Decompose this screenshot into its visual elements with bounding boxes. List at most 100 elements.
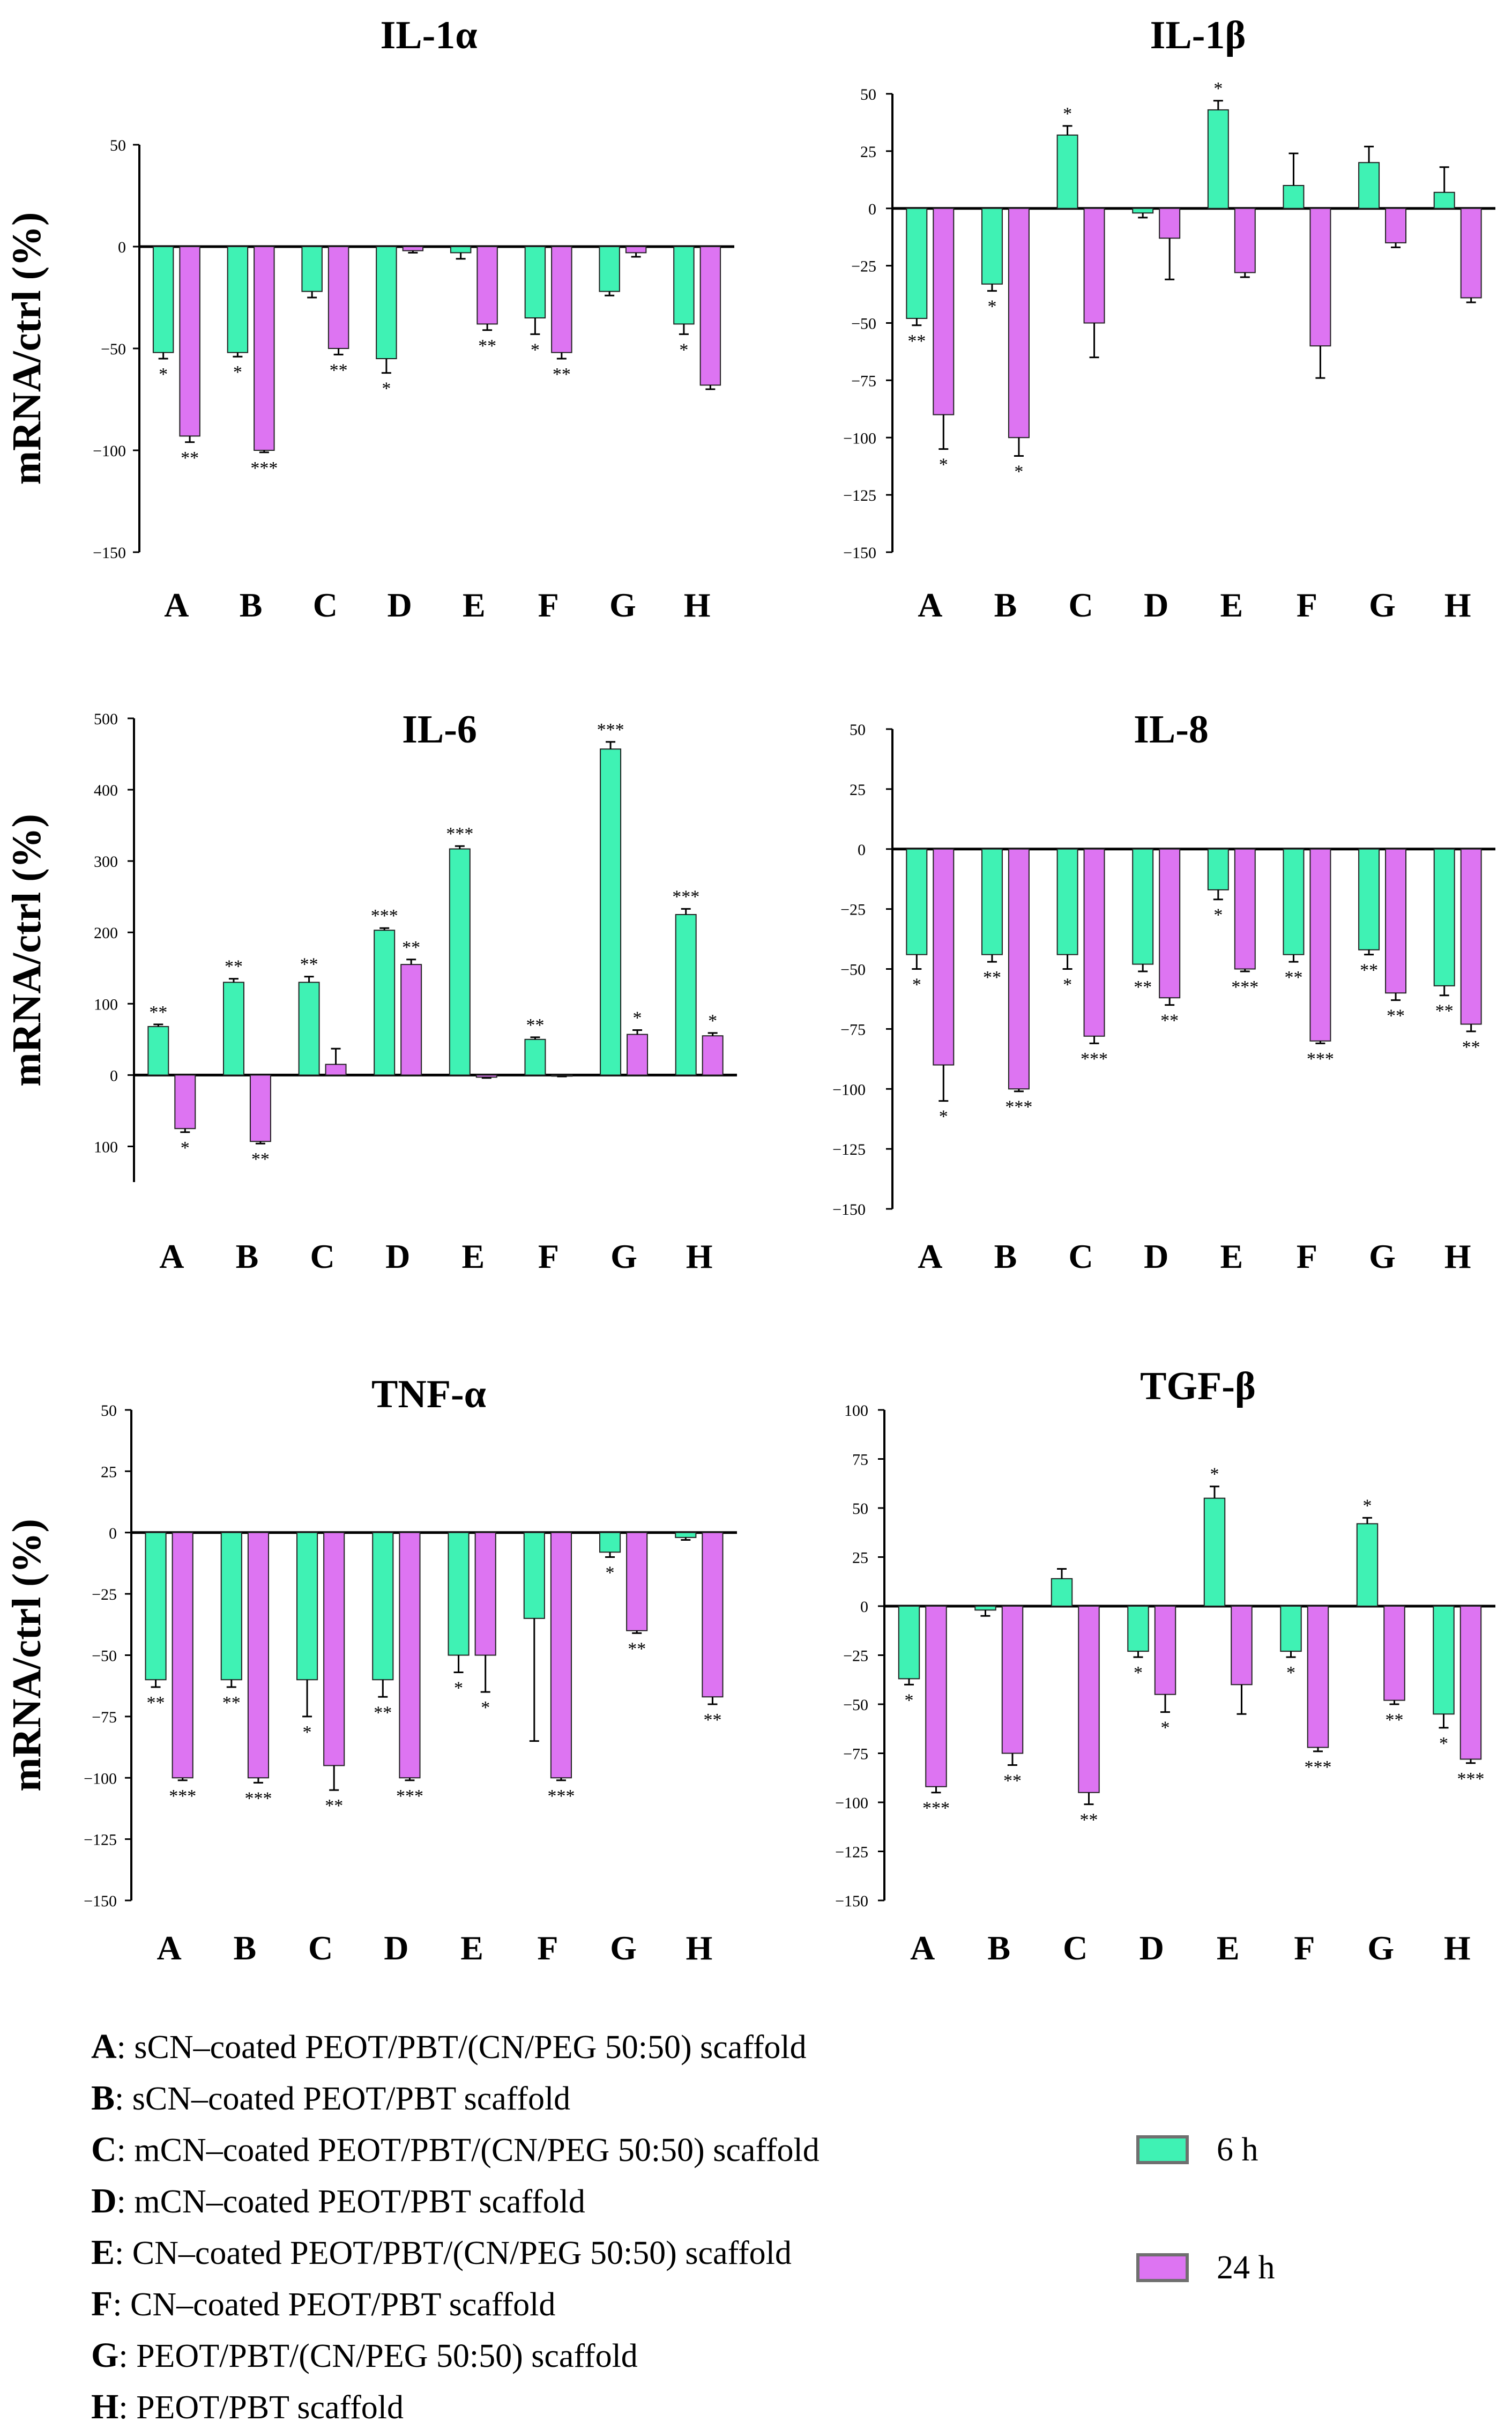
significance-marker: * (382, 379, 391, 399)
bar-6h (1207, 848, 1229, 890)
significance-marker: * (708, 1011, 717, 1031)
bar-24h (402, 246, 424, 251)
significance-marker: * (233, 362, 242, 382)
chart-panel-5: TNF-α mRNA/ctrl (%) 50 25 0 −25 −50 −75 −100 −125… (4, 1372, 737, 1967)
bar-24h (172, 1532, 193, 1779)
significance-marker: *** (1231, 977, 1258, 997)
bar-6h (376, 246, 397, 359)
bar-24h (1309, 207, 1331, 347)
significance-marker: *** (1081, 1049, 1108, 1069)
y-tick-label: −50 (840, 961, 866, 979)
bar-24h (1008, 848, 1030, 1090)
y-tick-label: −25 (843, 1647, 868, 1665)
y-tick-label: 500 (94, 710, 118, 728)
bar-24h (1460, 848, 1482, 1025)
y-tick-label: −100 (843, 429, 876, 447)
legend-key: G (91, 2336, 119, 2375)
bar-6h (1283, 848, 1305, 955)
y-tick-label: 0 (858, 841, 866, 859)
chart-panel-4: IL-850250−25−50−75−100−125−150A**B*****C… (832, 708, 1495, 1275)
y-tick-label: −100 (835, 1794, 868, 1812)
legend-key: A (91, 2027, 117, 2066)
significance-marker: ** (222, 1693, 241, 1713)
x-category-label: D (1144, 1237, 1168, 1275)
bar-24h (1234, 207, 1256, 273)
swatch-6h (1136, 2135, 1189, 2164)
bar-24h (174, 1074, 196, 1130)
x-category-label: F (1297, 586, 1317, 624)
bar-6h (524, 1038, 546, 1076)
significance-marker: * (181, 1138, 190, 1158)
bar-6h (673, 246, 695, 325)
x-category-label: E (461, 1237, 485, 1275)
bar-6h (898, 1606, 920, 1680)
chart-title: IL-1β (1150, 13, 1246, 57)
legend-key: F (91, 2284, 113, 2323)
bar-6h (675, 1532, 697, 1538)
bar-24h (1231, 1606, 1253, 1685)
significance-marker: ** (1360, 961, 1378, 981)
significance-marker: *** (597, 720, 624, 740)
x-category-label: A (159, 1237, 184, 1275)
legend-text: : mCN–coated PEOT/PBT scaffold (116, 2184, 585, 2220)
bar-6h (298, 982, 320, 1076)
bar-6h (1132, 848, 1154, 965)
chart-title: TGF-β (1140, 1364, 1256, 1408)
y-tick-label: −100 (93, 442, 126, 460)
y-tick-label: −125 (832, 1141, 866, 1158)
x-category-label: C (310, 1237, 334, 1275)
significance-marker: ** (1462, 1037, 1480, 1057)
bar-6h (1132, 207, 1154, 214)
x-category-label: A (164, 586, 189, 624)
x-category-label: F (538, 1237, 559, 1275)
bar-6h (1056, 134, 1078, 209)
bar-24h (475, 1074, 497, 1078)
bar-24h (627, 1034, 649, 1076)
chart-title: IL-8 (1134, 708, 1209, 752)
x-category-label: E (1220, 586, 1243, 624)
x-category-label: C (1063, 1929, 1088, 1967)
x-category-label: A (157, 1929, 182, 1967)
significance-marker: ** (325, 1796, 343, 1816)
bar-6h (448, 1532, 470, 1656)
significance-marker: *** (922, 1799, 950, 1818)
significance-marker: * (159, 365, 168, 384)
significance-marker: *** (1457, 1769, 1484, 1789)
bar-6h (1051, 1578, 1073, 1607)
x-category-label: B (240, 586, 263, 624)
y-tick-label: 25 (101, 1463, 117, 1481)
y-tick-label: 100 (94, 996, 118, 1013)
x-category-label: G (610, 1929, 637, 1967)
bar-6h (449, 848, 471, 1076)
x-category-label: D (388, 586, 412, 624)
y-tick-label: −150 (832, 1201, 866, 1219)
bar-24h (323, 1532, 345, 1766)
significance-marker: * (1063, 104, 1072, 124)
legend-key: D (91, 2181, 117, 2220)
x-category-label: H (1444, 1237, 1471, 1275)
y-tick-label: 25 (860, 143, 876, 161)
bar-6h (906, 848, 928, 955)
x-category-label: G (1369, 586, 1396, 624)
x-category-label: H (1444, 586, 1471, 624)
legend-key: E (91, 2233, 115, 2272)
significance-marker: *** (371, 906, 398, 926)
y-tick-label: 25 (850, 781, 866, 799)
y-tick-label: −125 (835, 1844, 868, 1861)
significance-marker: * (481, 1698, 490, 1718)
swatch-24h (1136, 2253, 1189, 2282)
x-category-label: B (994, 1237, 1017, 1275)
x-category-label: A (918, 586, 942, 624)
significance-marker: ** (181, 448, 199, 468)
y-tick-label: 50 (850, 721, 866, 739)
significance-marker: *** (396, 1786, 423, 1806)
y-tick-label: 0 (860, 1598, 868, 1616)
bar-6h (1056, 848, 1078, 955)
y-tick-label: −75 (92, 1709, 117, 1726)
bar-24h (1083, 207, 1105, 324)
bar-24h (1078, 1606, 1100, 1793)
x-category-label: G (1367, 1929, 1394, 1967)
y-axis-label: mRNA/ctrl (%) (4, 814, 49, 1087)
